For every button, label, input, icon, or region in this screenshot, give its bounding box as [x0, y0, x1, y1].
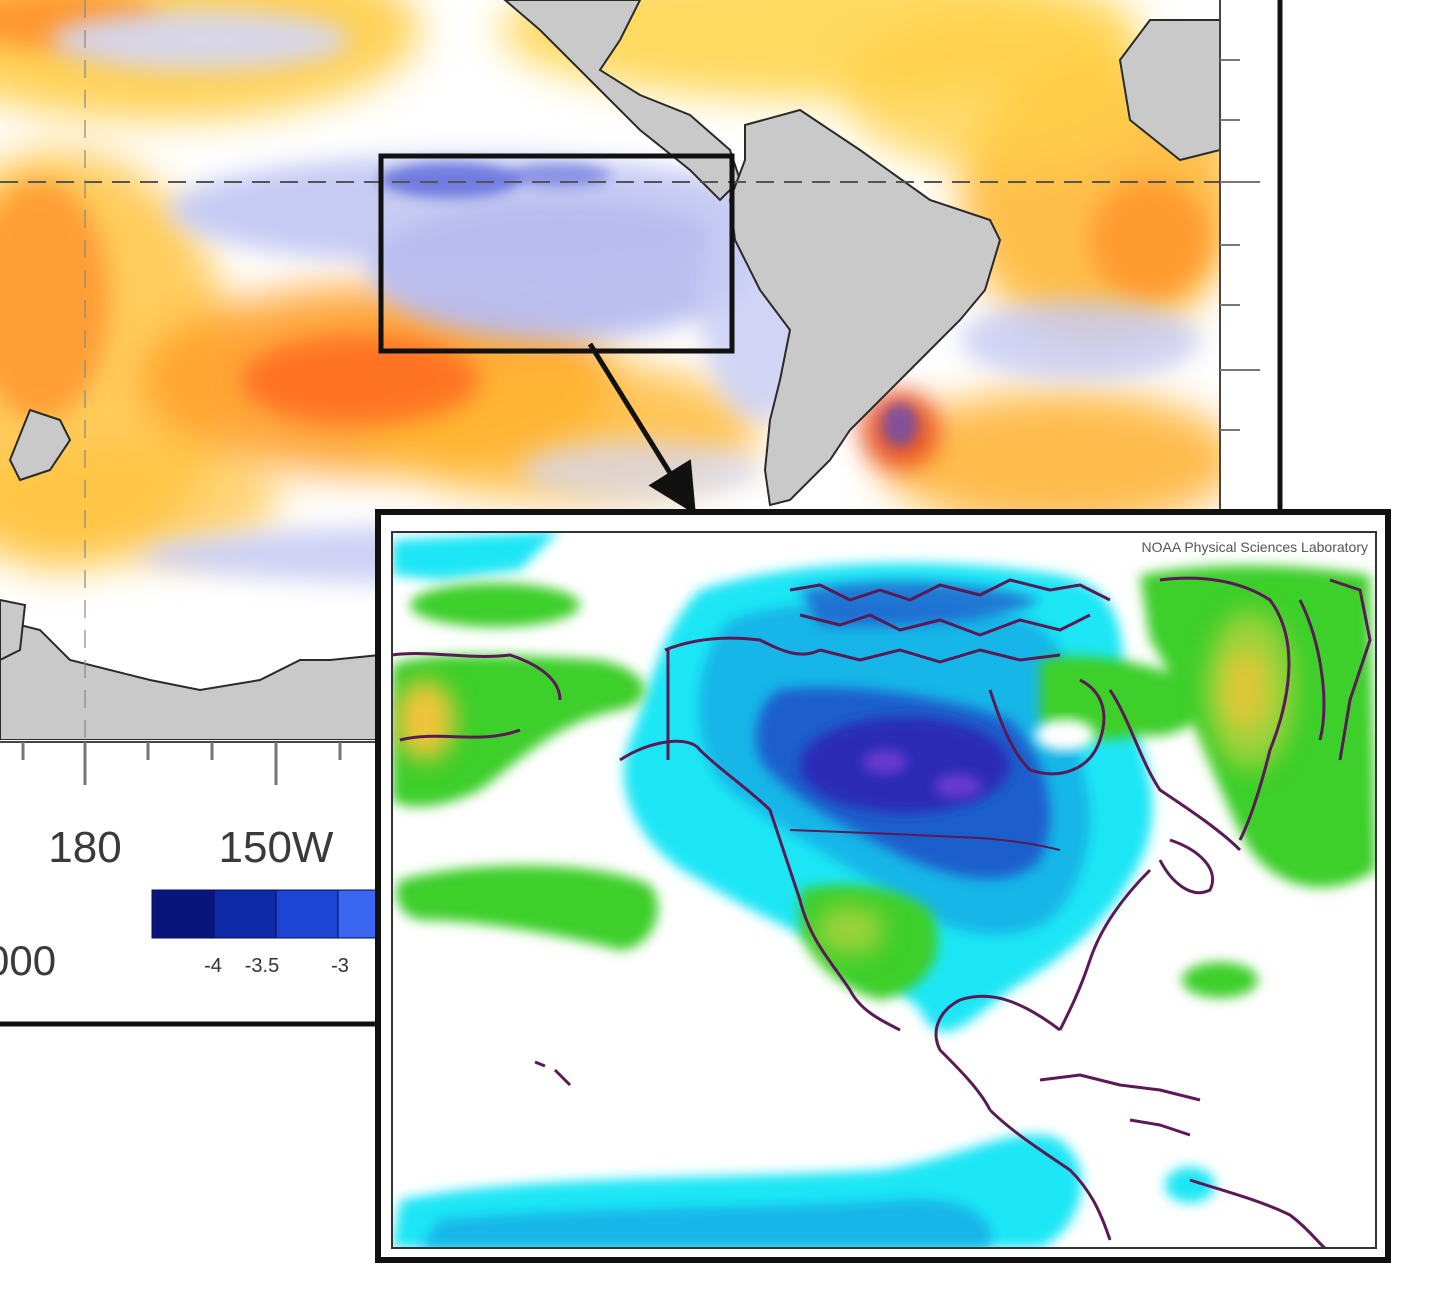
- inset-plot-border: [391, 531, 1377, 1249]
- inset-anomaly-map: NOAA Physical Sciences Laboratory: [375, 509, 1391, 1263]
- south-america-land: [728, 108, 1002, 507]
- new-zealand-land: [8, 408, 72, 482]
- central-america-land: [503, 0, 742, 202]
- highlight-region-box: [378, 153, 735, 354]
- inset-credit: NOAA Physical Sciences Laboratory: [1142, 539, 1368, 555]
- inset-coastlines: [392, 576, 1372, 1248]
- colorbar-swatch: [275, 889, 339, 939]
- right-axis-ticks: [1220, 59, 1260, 431]
- africa-land: [1118, 19, 1220, 162]
- lon-label-150w: 150W: [219, 823, 334, 872]
- colorbar-swatch: [213, 889, 277, 939]
- colorbar-swatch: [151, 889, 215, 939]
- main-map-field: [0, 0, 1220, 740]
- antarctica-land: [0, 618, 381, 740]
- inset-map-field: NOAA Physical Sciences Laboratory: [392, 532, 1376, 1248]
- colorbar-tick-labels: -4 -3.5 -3: [204, 955, 349, 977]
- bottom-axis-ticks: [21, 742, 342, 785]
- main-anomaly-map: 180 150W -4 -3.5 -3 000: [0, 0, 1283, 1027]
- colorbar-tick-label: -4: [204, 955, 222, 977]
- colorbar-tick-label: -3.5: [245, 955, 279, 977]
- legend-end-label: 000: [0, 937, 56, 984]
- connector-arrow: [587, 342, 696, 515]
- lon-label-180: 180: [48, 823, 121, 872]
- colorbar-tick-label: -3: [331, 955, 349, 977]
- land-masses: [0, 0, 1220, 740]
